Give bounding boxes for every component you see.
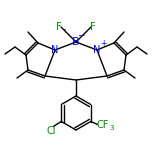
Text: N: N <box>93 45 101 55</box>
Text: 3: 3 <box>109 126 114 131</box>
Text: .: . <box>63 19 67 33</box>
Text: N: N <box>51 45 59 55</box>
Text: CF: CF <box>97 119 109 130</box>
Text: Cl: Cl <box>47 126 56 135</box>
Text: B: B <box>72 37 80 47</box>
Text: −: − <box>77 31 85 40</box>
Text: F: F <box>90 22 96 32</box>
Text: +: + <box>100 38 106 47</box>
Text: F: F <box>56 22 62 32</box>
